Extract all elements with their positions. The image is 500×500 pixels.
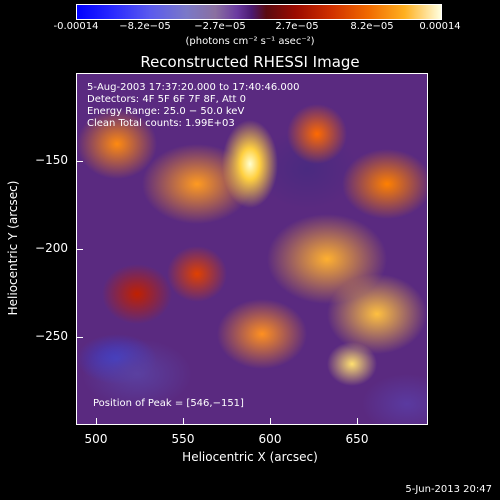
colorbar-tick-label: -0.00014 [53, 21, 99, 32]
y-tick-label: −250 [35, 329, 68, 343]
x-tick-mark [357, 418, 358, 424]
colorbar-tick-label: 0.00014 [419, 21, 461, 32]
colorbar-tick-label: 8.2e−05 [350, 21, 394, 32]
observation-info: 5‑Aug‑2003 17:37:20.000 to 17:40:46.000 … [87, 82, 300, 130]
rhessi-image: 5‑Aug‑2003 17:37:20.000 to 17:40:46.000 … [76, 73, 428, 425]
y-tick-label: −200 [35, 241, 68, 255]
total-counts-text: Clean Total counts: 1.99E+03 [87, 118, 235, 129]
x-tick-label: 650 [345, 432, 369, 446]
x-tick-label: 600 [258, 432, 282, 446]
x-tick-mark [96, 418, 97, 424]
y-axis-label: Heliocentric Y (arcsec) [6, 180, 20, 316]
y-tick-mark [77, 249, 83, 250]
x-tick-mark [270, 418, 271, 424]
x-axis-label: Heliocentric X (arcsec) [182, 450, 318, 464]
detectors-text: Detectors: 4F 5F 6F 7F 8F, Att 0 [87, 94, 247, 105]
colorbar-unit: (photons cm⁻² s⁻¹ asec⁻²) [185, 36, 315, 47]
x-tick-label: 550 [171, 432, 195, 446]
energy-range-text: Energy Range: 25.0 − 50.0 keV [87, 106, 245, 117]
y-tick-mark [77, 337, 83, 338]
colorbar-tick-label: −8.2e−05 [119, 21, 171, 32]
colorbar [76, 4, 442, 20]
y-tick-mark [77, 161, 83, 162]
render-timestamp: 5‑Jun‑2013 20:47 [405, 484, 492, 495]
y-tick-label: −150 [35, 153, 68, 167]
colorbar-tick-label: −2.7e−05 [194, 21, 246, 32]
image-title: Reconstructed RHESSI Image [140, 53, 360, 71]
peak-position-text: Position of Peak = [546,−151] [93, 398, 244, 409]
x-tick-label: 500 [84, 432, 108, 446]
colorbar-tick-label: 2.7e−05 [275, 21, 319, 32]
x-tick-mark [183, 418, 184, 424]
time-range-text: 5‑Aug‑2003 17:37:20.000 to 17:40:46.000 [87, 82, 300, 93]
